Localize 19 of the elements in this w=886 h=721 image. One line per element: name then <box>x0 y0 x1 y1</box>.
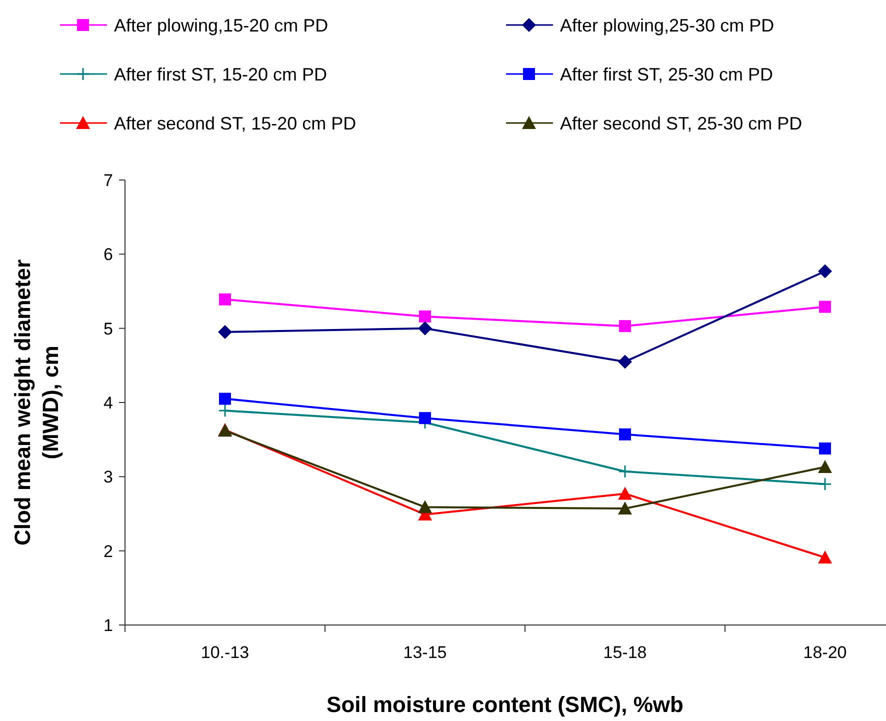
legend-label: After first ST, 25-30 cm PD <box>560 64 774 84</box>
legend-label: After second ST, 25-30 cm PD <box>560 113 802 134</box>
y-tick-label: 1 <box>104 616 113 635</box>
y-tick-label: 7 <box>104 170 113 190</box>
x-axis-title: Soil moisture content (SMC), %wb <box>326 692 684 717</box>
y-tick-label: 6 <box>104 245 113 264</box>
x-tick-label: 13-15 <box>403 643 447 662</box>
legend-label: After second ST, 15-20 cm PD <box>114 113 356 134</box>
y-tick-label: 2 <box>104 542 113 561</box>
legend-label: After first ST, 15-20 cm PD <box>114 64 328 84</box>
y-tick-label: 4 <box>104 393 113 412</box>
x-tick-label: 18-20 <box>803 643 847 662</box>
legend-label: After plowing,25-30 cm PD <box>560 15 774 36</box>
y-tick-label: 3 <box>104 468 113 487</box>
x-tick-label: 10.-13 <box>200 643 250 662</box>
x-tick-label: 15-18 <box>603 643 647 662</box>
y-tick-label: 5 <box>104 319 113 338</box>
legend-label: After plowing,15-20 cm PD <box>114 15 328 36</box>
y-axis-title: Clod mean weight diameter (MWD), cm <box>10 259 63 546</box>
